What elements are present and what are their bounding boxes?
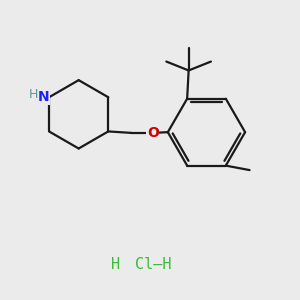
- Text: Cl—H: Cl—H: [135, 257, 172, 272]
- Text: O: O: [147, 126, 159, 140]
- Text: H: H: [111, 257, 120, 272]
- Text: N: N: [38, 90, 50, 104]
- Text: H: H: [29, 88, 38, 101]
